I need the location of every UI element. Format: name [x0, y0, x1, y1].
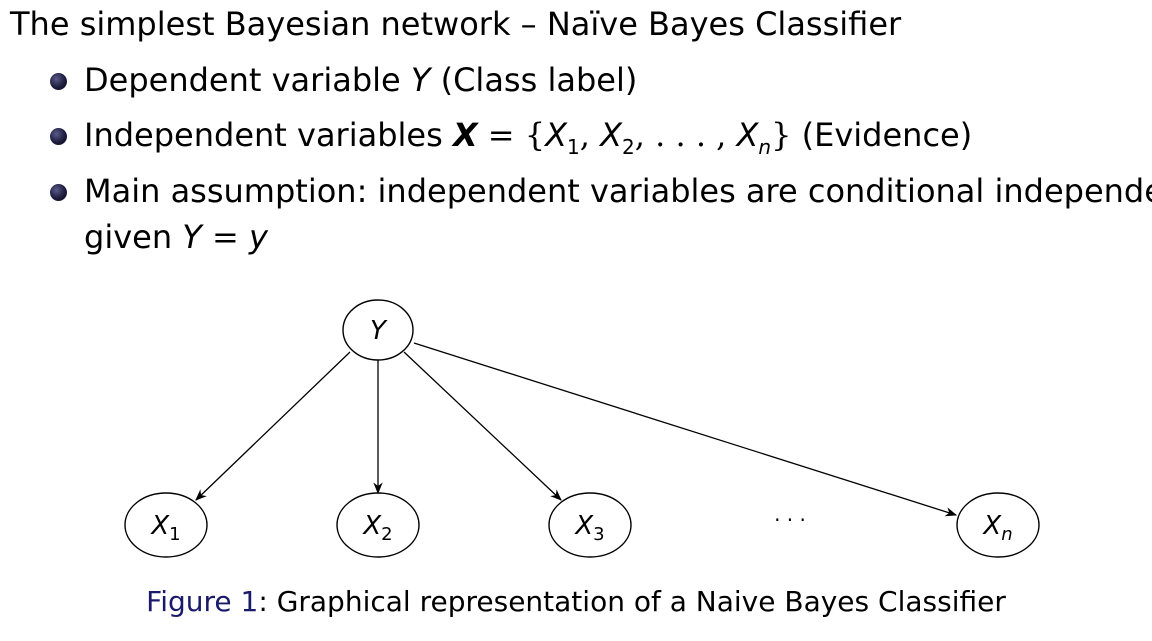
node-x1-label: X1 — [149, 511, 180, 545]
bullet-text: Dependent variable — [84, 61, 411, 99]
math-equals: = — [201, 218, 249, 256]
class-variable: Y — [410, 61, 431, 99]
node-var: X — [573, 511, 594, 541]
node-subscript: 2 — [381, 524, 392, 545]
math-var: Y — [182, 218, 202, 256]
bullet-text: Main assumption: independent variables a… — [84, 172, 1152, 210]
ellipsis-dots: · · · — [774, 508, 806, 532]
bullet-text: (Class label) — [430, 61, 638, 99]
figure-caption-tag: Figure 1 — [146, 585, 259, 618]
math-equals-open: = { — [477, 116, 546, 154]
node-y-shape — [342, 299, 414, 361]
bullet-marker — [50, 73, 67, 90]
node-x3: X3 — [548, 492, 632, 558]
figure-caption: Figure 1: Graphical representation of a … — [0, 582, 1152, 622]
bullet-marker — [50, 184, 67, 201]
bullet-item-dependent-variable: Dependent variable Y (Class label) — [84, 58, 637, 102]
bullet-marker — [50, 128, 67, 145]
node-xn-shape — [956, 492, 1040, 558]
math-var: y — [248, 218, 268, 256]
node-x3-shape — [548, 492, 632, 558]
node-x2-label: X2 — [361, 511, 392, 545]
bullet-text: Independent variables — [84, 116, 453, 154]
node-x2: X2 — [336, 492, 420, 558]
math-subscript: n — [758, 135, 772, 159]
node-var: X — [149, 511, 170, 541]
node-x2-shape — [336, 492, 420, 558]
figure-caption-text: : Graphical representation of a Naive Ba… — [258, 585, 1006, 618]
node-subscript: 3 — [593, 524, 604, 545]
node-subscript: n — [1001, 524, 1012, 545]
math-var: X — [545, 116, 568, 154]
node-xn-label: Xn — [981, 511, 1012, 545]
math-close-brace: } — [771, 116, 792, 154]
bullet-item-main-assumption: Main assumption: independent variables a… — [84, 169, 1152, 213]
math-var: X — [600, 116, 623, 154]
math-var: X — [736, 116, 759, 154]
bullet-text: given — [84, 218, 183, 256]
edge-y-to-x1 — [195, 351, 351, 501]
node-var: X — [361, 511, 382, 541]
node-x1-shape — [124, 492, 208, 558]
bullet-text: (Evidence) — [791, 116, 973, 154]
math-subscript: 1 — [567, 135, 580, 159]
bullet-item-independent-variables: Independent variables X = {X1, X2, . . .… — [84, 113, 972, 169]
edge-y-to-x3 — [403, 351, 562, 501]
math-ellipsis: , . . . , — [634, 116, 737, 154]
math-subscript: 2 — [622, 135, 635, 159]
slide-heading: The simplest Bayesian network – Naïve Ba… — [10, 5, 902, 43]
node-var: X — [981, 511, 1002, 541]
evidence-vector: X — [452, 116, 478, 154]
node-x3-label: X3 — [573, 511, 604, 545]
node-subscript: 1 — [169, 524, 180, 545]
math-comma: , — [579, 116, 601, 154]
node-y: Y — [342, 299, 414, 361]
node-y-label: Y — [370, 316, 388, 346]
bullet-item-main-assumption-continued: given Y = y — [84, 215, 268, 259]
edge-y-to-xn — [413, 342, 958, 517]
node-xn: Xn — [956, 492, 1040, 558]
node-x1: X1 — [124, 492, 208, 558]
